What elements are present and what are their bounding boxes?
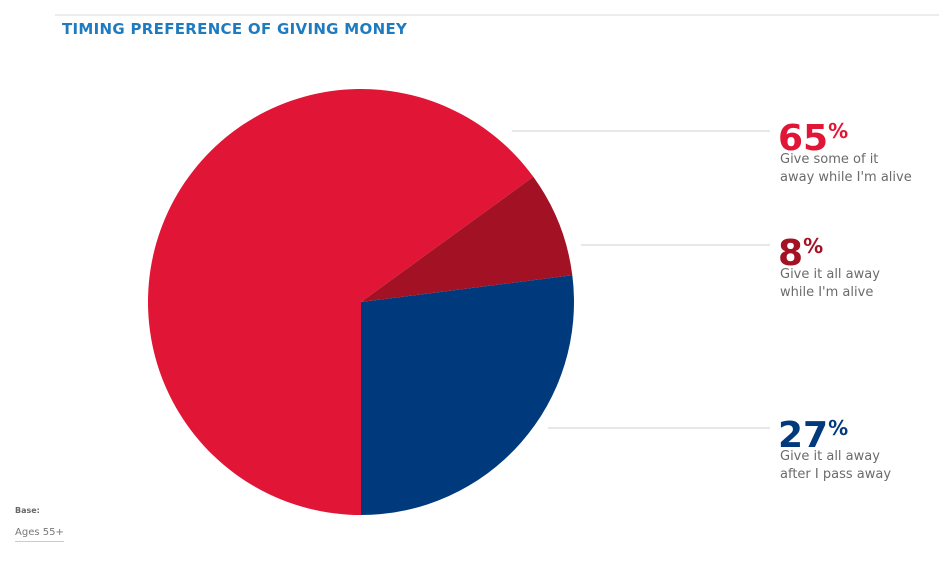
value: 8 <box>778 233 804 274</box>
value: 65 <box>778 118 829 159</box>
unit: % <box>803 234 824 258</box>
chart-title: TIMING PREFERENCE OF GIVING MONEY <box>62 20 408 38</box>
value-label: 27% <box>778 410 848 454</box>
pie-slice <box>148 89 534 516</box>
category-label: Give some of it away while I'm alive <box>780 152 912 185</box>
value: 27 <box>778 415 829 456</box>
unit: % <box>828 119 849 143</box>
category-label: Give it all away while I'm alive <box>780 267 880 300</box>
value-label: 8% <box>778 228 823 272</box>
base-value: Ages 55+ <box>15 527 64 542</box>
base-label: Base: <box>15 506 40 515</box>
value-label: 65% <box>778 113 848 157</box>
pie-slice <box>361 176 573 302</box>
category-label: Give it all away after I pass away <box>780 449 892 482</box>
pie-slice <box>361 275 574 515</box>
unit: % <box>828 416 849 440</box>
